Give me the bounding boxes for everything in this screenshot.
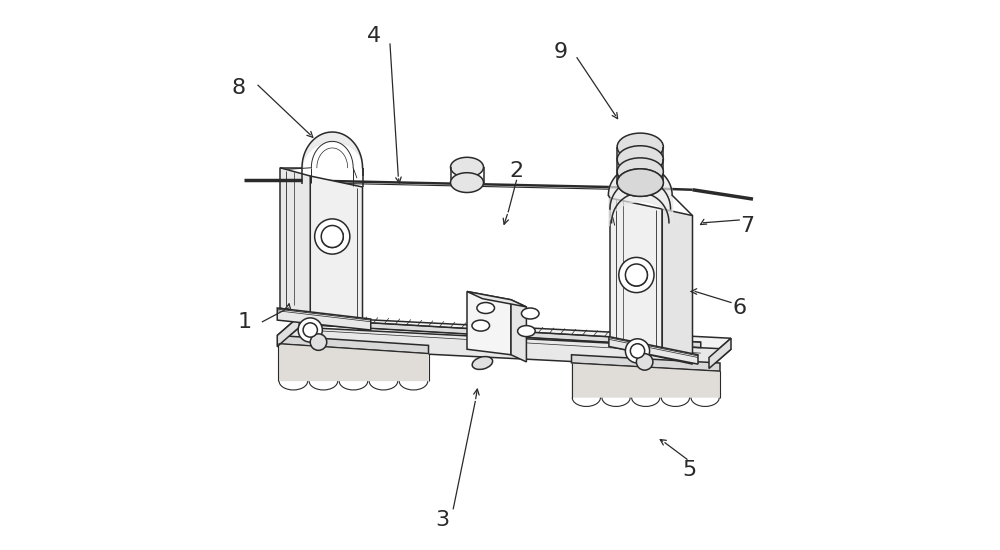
Polygon shape [572,363,720,398]
Circle shape [310,334,327,350]
Polygon shape [305,319,701,348]
Ellipse shape [617,169,663,196]
Ellipse shape [472,356,493,370]
Ellipse shape [450,157,484,177]
Circle shape [321,226,343,248]
Circle shape [636,354,653,370]
Polygon shape [278,336,428,354]
Ellipse shape [617,133,663,161]
Polygon shape [277,327,731,369]
Text: 5: 5 [683,460,697,480]
Polygon shape [277,316,731,358]
Polygon shape [610,198,662,358]
Text: 3: 3 [435,510,449,530]
Circle shape [625,264,647,286]
Circle shape [298,318,322,342]
Polygon shape [278,344,428,381]
Polygon shape [709,338,731,368]
Polygon shape [280,168,310,316]
Polygon shape [511,300,526,362]
Text: 6: 6 [732,298,746,318]
Polygon shape [310,176,362,330]
Circle shape [630,344,645,358]
Ellipse shape [450,173,484,192]
Circle shape [619,257,654,293]
Polygon shape [277,308,371,330]
Ellipse shape [617,158,663,185]
Ellipse shape [472,320,490,331]
Ellipse shape [477,302,494,313]
Text: 8: 8 [232,78,246,98]
Text: 7: 7 [740,216,755,235]
Text: 1: 1 [237,312,251,332]
Circle shape [303,323,317,337]
Circle shape [315,219,350,254]
Circle shape [625,339,650,363]
Polygon shape [467,292,526,307]
Polygon shape [662,209,692,364]
Polygon shape [467,292,511,355]
Ellipse shape [617,169,663,196]
Ellipse shape [521,308,539,319]
Text: 2: 2 [509,161,524,180]
Polygon shape [572,355,720,371]
Text: 9: 9 [553,42,568,62]
Ellipse shape [518,326,535,337]
Polygon shape [609,337,698,364]
Text: 4: 4 [366,26,381,46]
Ellipse shape [617,146,663,173]
Polygon shape [277,316,299,346]
